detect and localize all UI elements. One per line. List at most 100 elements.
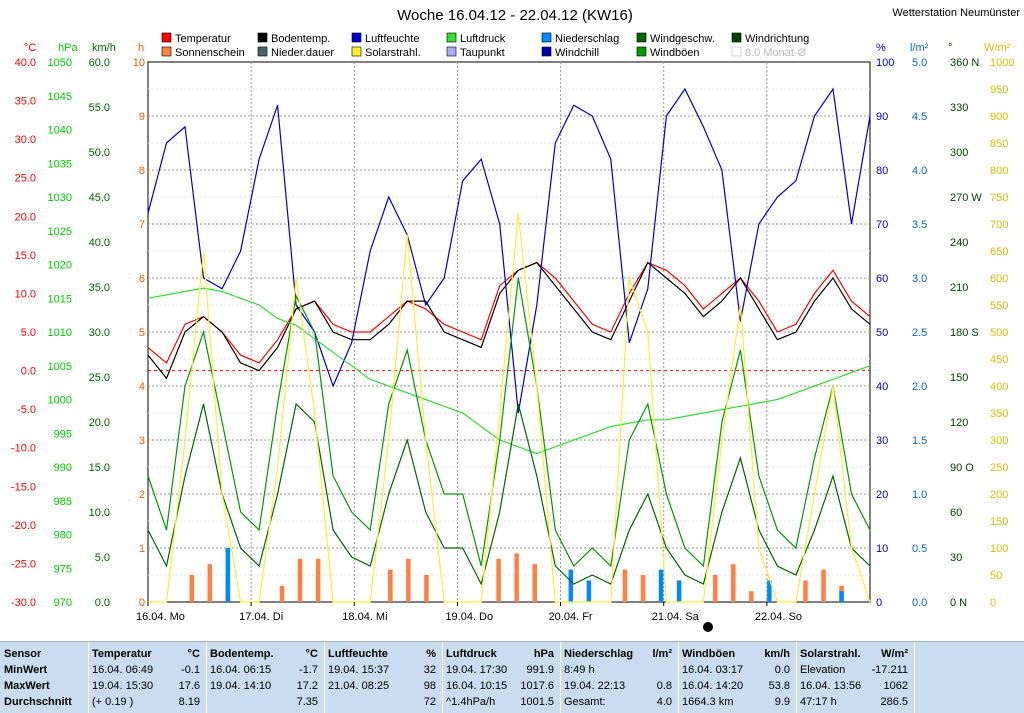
humidity-axis-tick: 50	[876, 327, 888, 339]
stats-time: 47:17 h	[800, 696, 837, 708]
temp-axis-tick: 10.0	[15, 288, 36, 300]
series-windgeschw	[147, 402, 871, 586]
x-tick-label: 19.04. Do	[445, 611, 493, 623]
solar-axis-tick: 750	[990, 192, 1008, 204]
legend-label: Luftdruck	[460, 33, 506, 45]
wind-axis-tick: 0.0	[95, 597, 110, 609]
stats-header: Niederschlag l/m²	[564, 648, 672, 664]
legend-swatch	[351, 32, 362, 43]
temp-axis-tick: 0.0	[21, 366, 36, 378]
sun-axis-tick: 1	[139, 543, 145, 555]
stats-sensor-name: Niederschlag	[564, 648, 634, 660]
solar-axis-tick: 350	[990, 408, 1008, 420]
stats-time: 16.04. 14:20	[682, 680, 744, 692]
stats-header: Luftfeuchte%	[328, 648, 436, 664]
stats-row: ^1.4hPa/h 1001.5	[446, 696, 554, 712]
humidity-axis-tick: 90	[876, 111, 888, 123]
humidity-axis-tick: 60	[876, 273, 888, 285]
sunshine-bar	[424, 575, 429, 602]
pressure-axis-tick: 1010	[48, 327, 72, 339]
rain-unit: l/m²	[910, 42, 929, 54]
humidity-axis-tick: 70	[876, 219, 888, 231]
temp-axis-tick: 15.0	[15, 250, 36, 262]
sunshine-bar	[803, 580, 808, 602]
sun-axis-tick: 10	[133, 57, 145, 69]
stats-unit: W/m²	[881, 648, 908, 660]
x-tick-label: 16.04. Mo	[136, 611, 185, 623]
wind-axis-tick: 60.0	[89, 57, 110, 69]
sunshine-bar	[496, 558, 501, 602]
stats-column: Sensor MinWert MaxWert Durchschnitt	[0, 642, 89, 713]
stats-column: Windböen km/h 16.04. 03:17 0.0 16.04. 14:20 5…	[678, 642, 797, 713]
sun-axis-tick: 5	[139, 327, 145, 339]
stats-header: Sensor	[4, 648, 82, 664]
direction-unit: °	[948, 42, 952, 54]
rain-axis-tick: 0.5	[912, 543, 927, 555]
legend-swatch	[446, 46, 457, 57]
stats-row: Elevation -17.211	[800, 664, 908, 680]
rain-bar	[225, 548, 231, 602]
stats-row: 19.04. 14:10 17.2	[210, 680, 318, 696]
stats-header: Bodentemp. °C	[210, 648, 318, 664]
stats-value: 1017.6	[520, 680, 554, 692]
sunshine-bar	[821, 569, 826, 602]
solar-axis-tick: 650	[990, 246, 1008, 258]
solar-axis-tick: 600	[990, 273, 1008, 285]
legend-swatch	[636, 46, 647, 57]
sunshine-bar	[207, 564, 213, 602]
station-name: Wetterstation Neumünster	[892, 7, 1020, 19]
pressure-axis-tick: 975	[54, 563, 72, 575]
rain-bar	[586, 580, 592, 602]
solar-axis-tick: 50	[990, 570, 1002, 582]
wind-axis-tick: 20.0	[89, 417, 110, 429]
legend-swatch	[161, 32, 172, 43]
stats-row: 19.04. 15:37 32	[328, 664, 436, 680]
stats-unit: %	[426, 648, 436, 660]
sunshine-bar	[279, 585, 285, 602]
stats-time: 16.04. 10:15	[446, 680, 508, 692]
stats-time: 19.04. 14:10	[210, 680, 272, 692]
stats-row: 8:49 h	[564, 664, 672, 680]
temp-axis-tick: 30.0	[15, 134, 36, 146]
solar-axis-tick: 1000	[990, 57, 1014, 69]
stats-value: 1062	[883, 680, 908, 692]
temp-axis-tick: 20.0	[15, 211, 36, 223]
wind-axis-tick: 35.0	[89, 282, 110, 294]
direction-axis-tick: 270 W	[950, 192, 982, 204]
legend-label: Luftfeuchte	[365, 33, 419, 45]
wind-unit: km/h	[92, 42, 116, 54]
legend-label: Windgeschw.	[650, 33, 715, 45]
sunshine-bar	[532, 564, 537, 602]
stats-sensor-name: Temperatur	[92, 648, 152, 660]
stats-unit: km/h	[764, 648, 790, 660]
stats-time: 1664.3 km	[682, 696, 734, 708]
stats-value: 286.5	[880, 696, 908, 708]
direction-axis-tick: 210	[950, 282, 968, 294]
legend-swatch	[257, 32, 268, 43]
pressure-axis-tick: 990	[54, 462, 72, 474]
wind-axis-tick: 45.0	[89, 192, 110, 204]
rain-axis-tick: 1.5	[912, 435, 927, 447]
sunshine-bar	[712, 575, 718, 602]
stats-header: Solarstrahl. W/m²	[800, 648, 908, 664]
direction-axis-tick: 90 O	[950, 462, 974, 474]
x-tick-label: 22.04. So	[755, 611, 802, 623]
temp-axis-tick: -20.0	[11, 520, 36, 532]
stats-header: Temperatur °C	[92, 648, 200, 664]
rain-bar	[839, 591, 844, 602]
series-windben	[147, 277, 871, 568]
legend-label: Bodentemp.	[271, 33, 330, 45]
stats-row-label: MaxWert	[4, 680, 50, 692]
sunshine-bar	[640, 575, 646, 602]
x-tick-label: 21.04. Sa	[652, 611, 700, 623]
stats-row: 21.04. 08:25 98	[328, 680, 436, 696]
rain-bar	[767, 580, 772, 602]
stats-time: 19.04. 15:30	[92, 680, 154, 692]
series-temperatur	[147, 261, 871, 364]
moon-phase-icon	[703, 622, 713, 632]
pressure-unit: hPa	[58, 42, 78, 54]
stats-unit: °C	[187, 648, 200, 660]
pressure-axis-tick: 1020	[48, 260, 72, 272]
sun-axis-tick: 7	[139, 219, 145, 231]
temp-axis-tick: 35.0	[15, 96, 36, 108]
